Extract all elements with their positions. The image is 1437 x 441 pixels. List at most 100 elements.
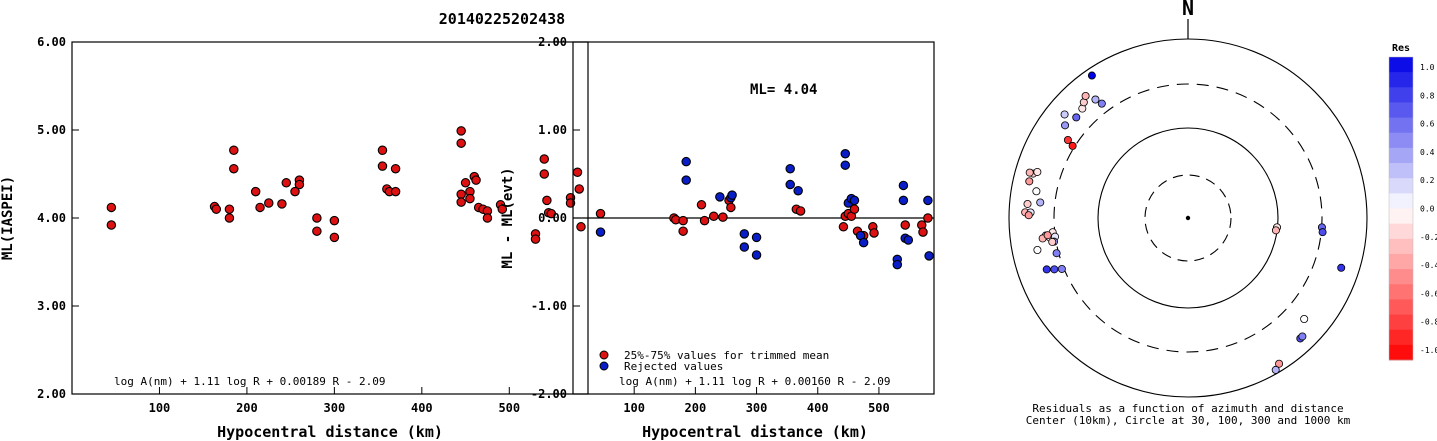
data-point-red — [255, 202, 265, 213]
data-point-blue — [840, 149, 851, 159]
station-residual-point — [1097, 99, 1106, 108]
y-tick-label: 0.00 — [538, 211, 567, 225]
ring-100km — [1097, 127, 1279, 309]
station-residual-point — [1033, 246, 1042, 255]
data-point-red — [542, 195, 552, 206]
data-point-red — [595, 208, 606, 219]
colorbar-cell — [1389, 208, 1413, 225]
station-residual-point — [1025, 168, 1034, 177]
data-point-red — [106, 202, 117, 213]
data-point-red — [795, 206, 806, 216]
station-residual-point — [1023, 199, 1032, 208]
data-point-blue — [793, 185, 803, 196]
colorbar-tick-label: 1.0 — [1420, 63, 1435, 72]
y-tick-label: 5.00 — [37, 123, 66, 137]
x-tick-label: 100 — [623, 401, 645, 415]
station-residual-point — [1025, 177, 1034, 186]
data-point-red — [229, 145, 239, 155]
station-residual-point — [1068, 141, 1077, 150]
data-point-blue — [892, 259, 903, 270]
station-residual-point — [1042, 265, 1051, 274]
data-point-red — [708, 211, 719, 221]
station-residual-point — [1087, 71, 1096, 80]
station-residual-point — [1050, 265, 1059, 274]
station-residual-point — [1057, 264, 1066, 273]
data-point-red — [923, 213, 933, 223]
colorbar-cell — [1389, 314, 1413, 331]
x-tick-label: 400 — [411, 401, 433, 415]
colorbar-cell — [1389, 299, 1413, 315]
colorbar-tick-label: 0.4 — [1420, 148, 1435, 157]
station-residual-point — [1024, 211, 1033, 220]
data-point-red — [465, 193, 475, 204]
data-point-blue — [595, 227, 606, 237]
colorbar-cell — [1389, 253, 1413, 270]
legend-marker-red — [599, 350, 609, 360]
data-point-blue — [785, 163, 795, 174]
colorbar-cell — [1389, 72, 1413, 88]
y-tick-label: 1.00 — [538, 123, 567, 137]
colorbar-cell — [1389, 57, 1413, 73]
data-point-red — [900, 220, 910, 230]
data-point-red — [229, 163, 239, 174]
station-residual-point — [1063, 136, 1072, 145]
residual-colorbar: Res 1.0 0.8 0.6 0.4 0.2 0.0 -0.2 -0.4 -0.6 -0.8 -1… — [1388, 43, 1437, 361]
y-tick-label: 2.00 — [538, 35, 567, 49]
y-tick-label: -2.00 — [531, 387, 567, 401]
colorbar-cell — [1389, 269, 1413, 285]
data-point-blue — [858, 237, 869, 248]
x-tick-label: 500 — [868, 401, 890, 415]
x-tick-label: 300 — [324, 401, 346, 415]
ml-iaspei-xlabel: Hypocentral distance (km) — [217, 423, 443, 441]
data-point-red — [264, 198, 274, 208]
station-residual-point — [1048, 237, 1057, 246]
data-point-blue — [924, 251, 934, 261]
data-point-red — [377, 161, 388, 171]
colorbar-cell — [1389, 117, 1413, 134]
data-point-red — [312, 213, 322, 223]
data-point-blue — [923, 195, 933, 206]
data-point-blue — [715, 192, 725, 202]
colorbar-tick-label: 0.2 — [1420, 176, 1435, 185]
data-point-red — [456, 197, 466, 207]
ml-iaspei-ylabel: ML(IASPEI) — [0, 176, 16, 260]
data-point-blue — [727, 190, 737, 200]
station-residual-point — [1300, 314, 1309, 323]
colorbar-cell — [1389, 87, 1413, 103]
colorbar-tick-label: -0.8 — [1420, 318, 1437, 327]
data-point-red — [281, 178, 292, 188]
polar-caption-2: Center (10km), Circle at 30, 100, 300 an… — [1026, 414, 1351, 427]
y-tick-label: -1.00 — [531, 299, 567, 313]
data-point-red — [329, 215, 340, 226]
azimuth-residual-panel: N Residuals as a function of azimuth and… — [1008, 0, 1368, 427]
x-tick-label: 200 — [685, 401, 707, 415]
station-residual-point — [1036, 198, 1045, 207]
station-residual-point — [1061, 121, 1070, 130]
data-point-blue — [739, 229, 750, 239]
data-point-red — [224, 213, 235, 223]
colorbar-title: Res — [1392, 43, 1410, 54]
data-point-red — [294, 179, 305, 190]
ring-outer — [1008, 38, 1368, 398]
north-label: N — [1182, 0, 1194, 20]
data-point-red — [497, 204, 508, 214]
data-point-blue — [840, 160, 851, 170]
station-residual-point — [1043, 231, 1052, 240]
station-residual-point — [1072, 113, 1081, 122]
colorbar-tick-label: -0.2 — [1420, 233, 1437, 242]
data-point-red — [312, 226, 322, 236]
station-residual-point — [1318, 228, 1327, 237]
data-point-red — [329, 232, 340, 243]
data-point-red — [482, 213, 493, 223]
station-residual-point — [1271, 226, 1280, 235]
y-tick-label: 4.00 — [37, 211, 66, 225]
station-residual-point — [1052, 249, 1061, 258]
colorbar-cell — [1389, 193, 1413, 209]
x-tick-label: 100 — [149, 401, 171, 415]
data-point-blue — [739, 242, 750, 252]
data-point-red — [290, 186, 300, 197]
data-point-red — [699, 215, 710, 226]
data-point-red — [471, 175, 481, 185]
data-point-red — [539, 154, 550, 164]
